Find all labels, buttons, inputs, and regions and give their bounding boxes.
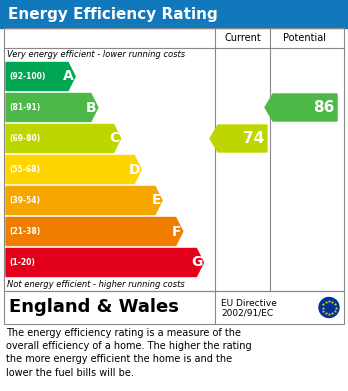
Circle shape: [319, 298, 339, 317]
Text: A: A: [63, 70, 74, 84]
Text: England & Wales: England & Wales: [9, 298, 179, 316]
Text: Current: Current: [224, 33, 261, 43]
Text: The energy efficiency rating is a measure of the
overall efficiency of a home. T: The energy efficiency rating is a measur…: [6, 328, 252, 378]
Polygon shape: [6, 187, 162, 215]
Polygon shape: [6, 249, 204, 276]
Text: 2002/91/EC: 2002/91/EC: [221, 308, 273, 317]
Bar: [4, 291, 344, 324]
Polygon shape: [6, 124, 121, 152]
Text: 74: 74: [243, 131, 264, 146]
Text: Not energy efficient - higher running costs: Not energy efficient - higher running co…: [7, 280, 185, 289]
Text: Very energy efficient - lower running costs: Very energy efficient - lower running co…: [7, 50, 185, 59]
Polygon shape: [6, 156, 141, 183]
Text: E: E: [151, 194, 161, 208]
Polygon shape: [210, 125, 267, 152]
Polygon shape: [6, 93, 98, 122]
Polygon shape: [6, 63, 75, 90]
Text: EU Directive: EU Directive: [221, 299, 277, 308]
Text: (1-20): (1-20): [9, 258, 35, 267]
Text: Energy Efficiency Rating: Energy Efficiency Rating: [8, 7, 218, 22]
Text: (55-68): (55-68): [9, 165, 40, 174]
Polygon shape: [6, 217, 183, 246]
Text: D: D: [129, 163, 140, 176]
Text: (39-54): (39-54): [9, 196, 40, 205]
Text: F: F: [172, 224, 182, 239]
Text: (92-100): (92-100): [9, 72, 45, 81]
Text: 86: 86: [313, 100, 334, 115]
Text: (21-38): (21-38): [9, 227, 40, 236]
Text: (81-91): (81-91): [9, 103, 40, 112]
Text: B: B: [86, 100, 97, 115]
Text: G: G: [191, 255, 203, 269]
Polygon shape: [265, 94, 337, 121]
Text: (69-80): (69-80): [9, 134, 40, 143]
Bar: [4, 28, 344, 291]
Bar: [0, 0, 348, 28]
Text: Potential: Potential: [284, 33, 326, 43]
Text: C: C: [109, 131, 120, 145]
